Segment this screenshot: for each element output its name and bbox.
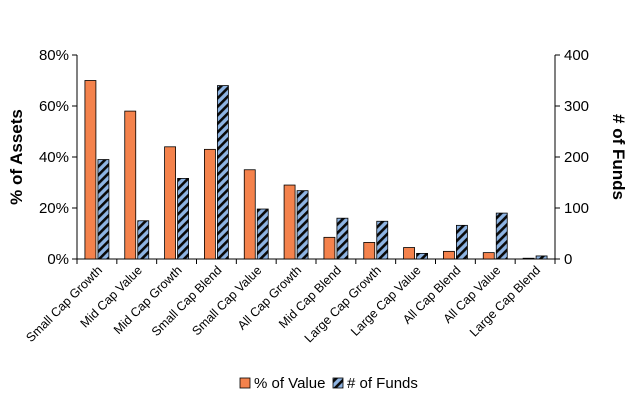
y-tick-label-left: 0%	[47, 251, 69, 268]
y-tick-label-right: 300	[564, 98, 589, 115]
y-tick-label-left: 40%	[39, 149, 69, 166]
y-tick-label-right: 0	[564, 251, 572, 268]
bar-num-funds	[456, 224, 468, 260]
x-tick-label: Large Cap Value	[348, 263, 424, 339]
bar-pct-value	[323, 236, 336, 260]
bar-num-funds	[256, 208, 269, 260]
y-tick-label-right: 400	[564, 47, 589, 64]
y-tick-label-left: 80%	[39, 47, 69, 64]
bar-num-funds	[376, 220, 389, 260]
y-axis-label-right: # of Funds	[609, 114, 628, 200]
bar-pct-value	[204, 148, 216, 260]
x-tick-label: Mid Cap Growth	[111, 263, 185, 337]
bar-pct-value	[443, 250, 455, 260]
bar-pct-value	[482, 252, 495, 260]
legend: % of Value # of Funds	[239, 375, 418, 392]
y-tick-label-left: 60%	[39, 98, 69, 115]
bar-pct-value	[522, 257, 535, 260]
bar-num-funds	[336, 217, 349, 260]
x-tick-label: Small Cap Blend	[149, 263, 225, 339]
bar-num-funds	[416, 252, 428, 260]
bar-pct-value	[363, 242, 376, 260]
x-tick-label: Small Cap Value	[189, 263, 264, 338]
bar-num-funds	[177, 178, 189, 260]
bar-pct-value	[403, 247, 415, 260]
y-tick-label-right: 100	[564, 200, 589, 217]
legend-swatch-value	[239, 377, 251, 389]
bar-pct-value	[164, 146, 176, 260]
y-tick-label-left: 20%	[39, 200, 69, 217]
bar-pct-value	[124, 110, 137, 260]
bar-pct-value	[84, 80, 97, 260]
bar-pct-value	[283, 184, 296, 260]
legend-label-value: % of Value	[254, 375, 325, 392]
bar-num-funds	[535, 255, 548, 260]
x-tick-label: Large Cap Blend	[467, 263, 543, 339]
bar-num-funds	[495, 212, 508, 260]
y-axis-label-left: % of Assets	[7, 109, 26, 205]
bar-num-funds	[137, 220, 150, 260]
bar-num-funds	[217, 85, 229, 260]
bar-pct-value	[243, 169, 256, 260]
bar-num-funds	[97, 159, 110, 260]
y-tick-label-right: 200	[564, 149, 589, 166]
legend-swatch-funds	[332, 377, 344, 389]
bar-num-funds	[296, 190, 309, 260]
legend-label-funds: # of Funds	[347, 375, 418, 392]
